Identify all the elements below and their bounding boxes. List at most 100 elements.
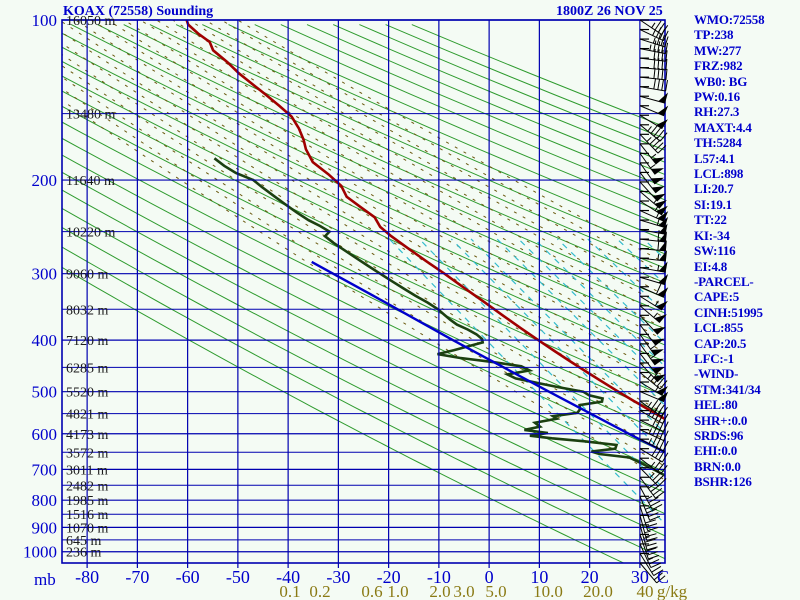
- moist-adiabat-line: [62, 31, 665, 402]
- wind-barb-shaft: [639, 114, 663, 130]
- page-title: KOAX (72558) Sounding: [63, 4, 214, 19]
- moist-adiabat-line: [75, 20, 665, 378]
- parameter-row: CAPE:5: [694, 289, 740, 305]
- wind-barb-half-feather: [647, 126, 652, 132]
- wind-barb-full-feather: [657, 145, 667, 154]
- wind-barb-full-feather: [664, 36, 669, 48]
- wind-barb-half-feather: [651, 22, 656, 29]
- height-label: 236 m: [66, 546, 102, 561]
- wind-barb-half-feather: [657, 254, 660, 261]
- parameter-row: MW:277: [694, 42, 742, 58]
- wind-barb-full-feather: [659, 132, 668, 142]
- dry-adiabat-line: [62, 207, 665, 515]
- mixing-ratio-line: [470, 238, 665, 434]
- wind-barb-shaft: [639, 210, 664, 222]
- wind-barb-full-feather: [652, 139, 661, 148]
- height-label: 16050 m: [66, 14, 116, 29]
- wind-barb-column: [639, 19, 669, 584]
- dry-adiabat-line: [62, 154, 665, 453]
- dry-adiabat-line: [71, 24, 665, 299]
- wind-barb-full-feather: [648, 554, 660, 560]
- wind-barb-full-feather: [658, 450, 665, 461]
- wind-barb-full-feather: [646, 551, 658, 556]
- wind-barb-full-feather: [655, 283, 662, 295]
- wind-barb-full-feather: [650, 562, 662, 569]
- wind-barb-full-feather: [661, 25, 669, 35]
- wind-barb-pennant: [651, 168, 665, 175]
- wind-barb-pennant: [658, 250, 668, 262]
- pressure-tick-label: 1000: [23, 543, 57, 562]
- wind-barb-full-feather: [659, 380, 668, 390]
- wind-barb-full-feather: [652, 472, 661, 481]
- parameter-row: RH:27.3: [694, 104, 740, 120]
- wind-barb-pennant: [654, 314, 667, 323]
- parameter-row: -PARCEL-: [694, 273, 754, 289]
- wind-barb-full-feather: [656, 129, 665, 140]
- wind-barb-pennant: [651, 358, 665, 366]
- height-label: 2482 m: [66, 479, 109, 494]
- mixing-ratio-tick-label: 20.0: [583, 582, 613, 600]
- dry-adiabat-line: [149, 24, 665, 255]
- parameter-row: WB0: BG: [694, 73, 748, 89]
- wind-barb-shaft: [639, 191, 661, 209]
- parameter-row: -WIND-: [694, 366, 739, 382]
- wind-barb-half-feather: [649, 44, 652, 51]
- wind-barb-shaft: [639, 524, 648, 551]
- dry-adiabat-line: [62, 75, 665, 363]
- wind-barb-half-feather: [646, 137, 652, 142]
- wind-barb-full-feather: [662, 421, 669, 432]
- wind-barb-full-feather: [665, 68, 668, 80]
- wind-barb-half-feather: [648, 410, 653, 416]
- wind-barb-shaft: [639, 553, 655, 576]
- wind-barb-full-feather: [654, 448, 662, 459]
- wind-barb-pennant: [652, 193, 666, 202]
- dry-adiabat-line: [62, 121, 665, 415]
- wind-barb-pennant: [650, 177, 664, 185]
- parameter-row: SRDS:96: [694, 427, 744, 443]
- parameter-row: MAXT:4.4: [694, 119, 752, 135]
- wind-barb-full-feather: [649, 515, 661, 521]
- wind-barb-half-feather: [646, 495, 653, 500]
- wind-barb-full-feather: [657, 68, 660, 80]
- parameter-row: EI:4.8: [694, 258, 728, 274]
- parameter-row: BRN:0.0: [694, 458, 741, 474]
- wind-barb-pennant: [657, 391, 669, 402]
- wind-barb-full-feather: [655, 491, 665, 499]
- wind-barb-half-feather: [652, 29, 656, 36]
- parameter-row: CAP:20.5: [694, 335, 747, 351]
- moist-adiabat-line: [62, 88, 665, 467]
- wind-barb-full-feather: [665, 42, 669, 54]
- wind-barb-full-feather: [647, 526, 659, 532]
- parameter-row: SW:116: [694, 243, 736, 259]
- wind-barb-full-feather: [661, 42, 665, 53]
- temperature-tick-label: 0: [485, 567, 494, 587]
- wind-barb-full-feather: [660, 406, 668, 417]
- parameter-row: TP:238: [694, 27, 734, 43]
- wind-barb-full-feather: [653, 569, 664, 577]
- dry-adiabat-line: [62, 90, 665, 380]
- wind-barb-full-feather: [653, 127, 662, 137]
- parameter-row: LCL:898: [694, 166, 744, 182]
- wind-barb-full-feather: [646, 523, 658, 528]
- temperature-unit-label: C: [657, 567, 669, 587]
- wind-barb-full-feather: [651, 565, 662, 573]
- parameter-row: STM:341/34: [694, 381, 761, 397]
- temperature-tick-label: -40: [276, 567, 300, 587]
- pressure-unit-label: mb: [34, 570, 56, 589]
- moist-adiabat-line: [140, 20, 665, 330]
- moist-adiabat-line: [172, 20, 665, 308]
- mixing-ratio-unit-label: g/kg: [657, 582, 688, 600]
- wind-barb-shaft: [639, 362, 659, 383]
- wind-barb-pennant: [651, 367, 665, 374]
- wind-barb-full-feather: [657, 462, 665, 472]
- parameter-row: BSHR:126: [694, 474, 752, 490]
- moist-adiabat-line: [237, 20, 665, 264]
- pressure-tick-label: 300: [32, 265, 58, 284]
- mixing-ratio-tick-label: 1.0: [387, 582, 408, 600]
- parameter-row: FRZ:982: [694, 58, 743, 74]
- wind-barb-shaft: [639, 391, 665, 403]
- wind-barb-full-feather: [651, 407, 659, 418]
- wind-barb-full-feather: [654, 402, 662, 412]
